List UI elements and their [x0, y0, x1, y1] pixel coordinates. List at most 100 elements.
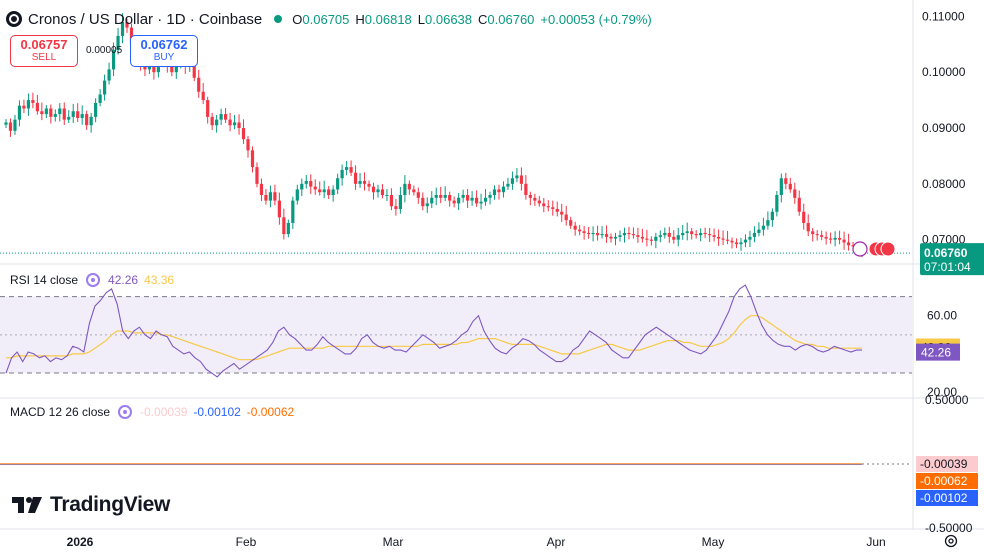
candle-body [327, 189, 331, 196]
eye-icon[interactable] [118, 405, 133, 419]
candle-body [815, 234, 819, 236]
candle-body [537, 200, 541, 204]
candle-body [425, 203, 429, 207]
candle-body [273, 192, 277, 201]
candle-body [613, 236, 618, 239]
candle-body [533, 197, 537, 201]
candle-body [470, 197, 474, 201]
candle-body [716, 236, 721, 239]
candle-body [62, 108, 66, 120]
candle-body [371, 186, 376, 193]
candle-body [734, 242, 739, 245]
candle-body [300, 183, 304, 190]
candle-body [528, 195, 532, 198]
candle-body [676, 235, 680, 240]
time-axis-tick: Jun [866, 535, 885, 549]
candle-body [604, 234, 609, 237]
candle-body [197, 77, 201, 92]
candle-body [152, 66, 156, 73]
eye-icon[interactable] [86, 273, 101, 287]
candle-body [802, 211, 806, 223]
sell-button[interactable]: 0.06757 SELL [10, 35, 78, 67]
candle-body [497, 189, 501, 193]
candle-body [797, 197, 801, 212]
candle-body [35, 102, 39, 112]
sell-price: 0.06757 [20, 37, 68, 52]
candle-body [474, 197, 479, 204]
signal-badge [916, 473, 978, 489]
candle-body [708, 234, 712, 236]
candle-body [600, 234, 604, 236]
time-axis-tick: 2026 [67, 535, 94, 549]
macd-legend[interactable]: MACD 12 26 close -0.00039 -0.00102 -0.00… [10, 405, 300, 419]
rsi-axis-tick: 60.00 [927, 309, 957, 323]
tradingview-logo[interactable]: TradingView [12, 493, 170, 517]
candle-body [215, 119, 219, 126]
candle-body [578, 229, 582, 232]
candle-body [501, 186, 506, 193]
candle-body [380, 189, 385, 196]
signal-legend-value: -0.00062 [246, 405, 295, 419]
candle-body [232, 122, 237, 126]
candle-body [775, 195, 779, 212]
close-value: 0.06760 [487, 11, 535, 27]
gear-icon[interactable] [943, 533, 959, 549]
candle-body [555, 208, 559, 212]
candle-body [739, 242, 743, 245]
candle-body [358, 181, 362, 184]
candle-body [143, 66, 147, 70]
candle-body [206, 100, 210, 117]
candle-body [94, 102, 98, 117]
candle-body [349, 167, 353, 173]
candle-body [331, 189, 335, 196]
candle-body [120, 21, 125, 36]
time-axis-tick: Feb [236, 535, 257, 549]
candle-body [573, 225, 577, 230]
candle-body [631, 234, 636, 236]
candle-body [519, 175, 523, 184]
candle-body [672, 236, 676, 240]
candle-body [17, 105, 22, 120]
buy-button[interactable]: 0.06762 BUY [130, 35, 198, 67]
candle-body [452, 200, 456, 204]
candle-body [22, 105, 26, 109]
macd-hist-legend-value: -0.00039 [140, 405, 188, 419]
candle-body [241, 128, 246, 140]
candle-body [362, 181, 367, 184]
high-value: 0.06818 [364, 11, 412, 27]
candle-body [67, 116, 71, 120]
close-key: C [478, 11, 488, 27]
candle-body [752, 232, 757, 237]
candle-body [681, 232, 685, 236]
change-value: +0.00053 (+0.79%) [540, 11, 652, 27]
candle-body [286, 222, 290, 235]
candle-body [748, 236, 752, 240]
candle-body [259, 183, 264, 196]
macd-hist-badge-label: -0.00039 [920, 457, 968, 471]
candle-body [85, 114, 89, 126]
candle-body [649, 239, 653, 241]
candle-body [49, 108, 53, 117]
economic-event-flag-icon[interactable] [880, 241, 896, 257]
candle-body [412, 189, 416, 193]
buy-label: BUY [153, 52, 175, 63]
candle-body [340, 169, 344, 179]
brand-name: TradingView [50, 493, 171, 516]
event-lightning-icon[interactable] [852, 241, 868, 257]
candle-body [721, 238, 725, 240]
candle-body [407, 183, 411, 190]
candle-body [192, 63, 196, 78]
price-axis-tick: 0.11000 [922, 9, 965, 23]
candle-body [479, 201, 483, 204]
open-value: 0.06705 [302, 11, 350, 27]
candle-body [784, 178, 788, 184]
rsi-legend[interactable]: RSI 14 close 42.26 43.36 [10, 273, 180, 287]
countdown-label: 07:01:04 [924, 260, 971, 274]
macd-badge [916, 490, 978, 506]
candle-body [793, 189, 797, 198]
symbol-title[interactable]: Cronos / US Dollar · 1D · Coinbase [28, 10, 263, 28]
open-key: O [292, 11, 303, 27]
candle-body [761, 225, 766, 230]
candle-body [466, 195, 470, 201]
